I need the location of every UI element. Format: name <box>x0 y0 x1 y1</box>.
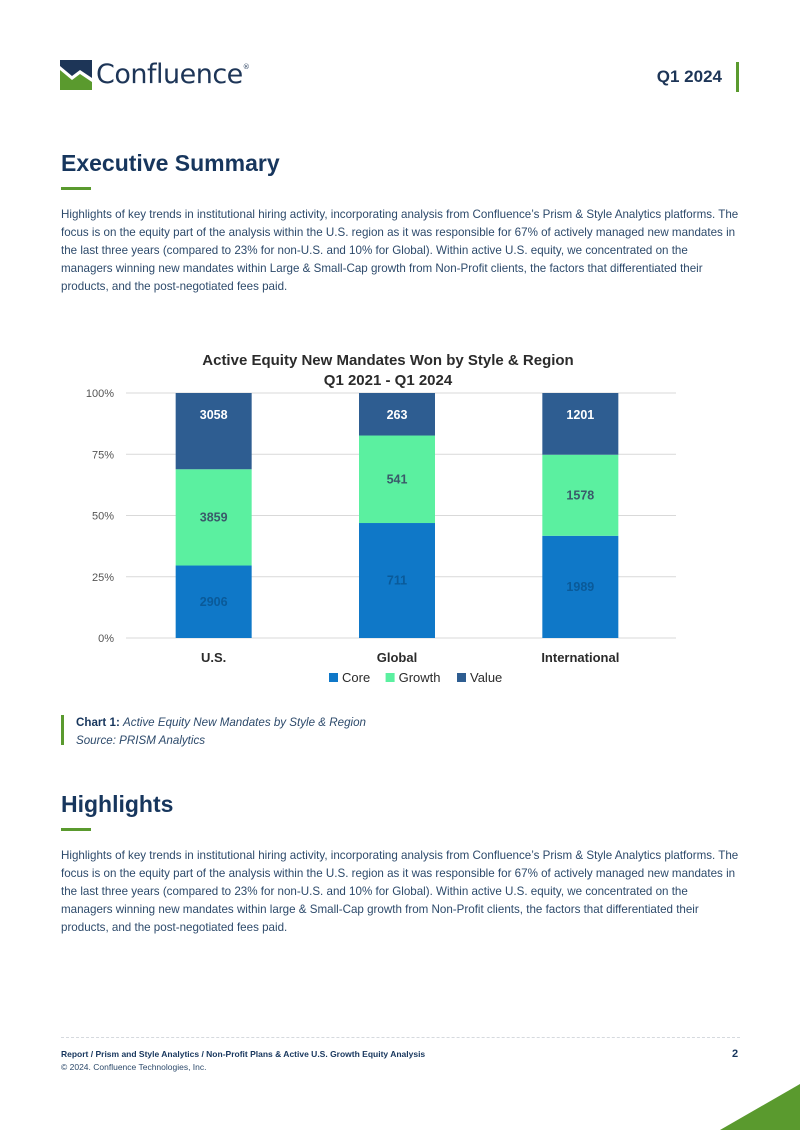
bar-segment-growth <box>359 435 435 524</box>
bar-segment-value <box>542 393 619 455</box>
bar-segment-growth <box>175 469 252 566</box>
summary-paragraph: Highlights of key trends in institutiona… <box>61 208 739 293</box>
footer-copyright: © 2024. Confluence Technologies, Inc. <box>61 1062 207 1072</box>
summary-heading-rule <box>61 187 91 190</box>
logo-mark-icon <box>60 58 92 90</box>
data-label: 3058 <box>200 408 228 422</box>
caption-text: Active Equity New Mandates by Style & Re… <box>123 716 366 729</box>
data-label: 541 <box>387 472 408 486</box>
bar-segment-value <box>175 393 252 470</box>
corner-decoration <box>720 1084 800 1130</box>
y-tick-label: 75% <box>92 449 114 461</box>
y-tick-label: 50% <box>92 511 114 523</box>
data-label: 1201 <box>566 408 594 422</box>
caption-label: Chart 1: <box>76 716 120 729</box>
confluence-logo: Confluence® <box>60 58 250 90</box>
mandates-stacked-bar-chart: Active Equity New Mandates Won by Style … <box>86 352 676 685</box>
legend-label-core: Core <box>342 670 370 685</box>
x-tick-label: U.S. <box>201 650 226 665</box>
highlights-heading-rule <box>61 828 91 831</box>
report-period: Q1 2024 <box>656 67 722 86</box>
bar-segment-core <box>175 565 252 638</box>
bar-segment-core <box>359 523 435 638</box>
x-tick-label: Global <box>377 650 417 665</box>
bar-segment-value <box>359 393 435 436</box>
legend-label-value: Value <box>470 670 502 685</box>
highlights-paragraph: Highlights of key trends in institutiona… <box>61 849 739 934</box>
legend-swatch-value <box>457 673 466 682</box>
y-tick-label: 0% <box>98 633 114 645</box>
legend-swatch-growth <box>385 673 395 682</box>
highlights-heading: Highlights <box>61 791 174 817</box>
bar-segment-growth <box>542 454 619 536</box>
x-tick-label: International <box>541 650 619 665</box>
y-tick-label: 25% <box>92 572 114 584</box>
data-label: 711 <box>387 574 407 588</box>
legend-label-growth: Growth <box>399 670 441 685</box>
summary-heading: Executive Summary <box>61 150 280 176</box>
data-label: 1989 <box>566 580 594 594</box>
legend-swatch-core <box>329 673 338 682</box>
data-label: 1578 <box>566 488 594 502</box>
period-accent-bar <box>736 62 739 92</box>
chart-subtitle: Q1 2021 - Q1 2024 <box>324 372 453 389</box>
chart-title: Active Equity New Mandates Won by Style … <box>202 352 573 369</box>
bar-segment-core <box>542 535 619 638</box>
caption-source: Source: PRISM Analytics <box>76 734 206 747</box>
caption-accent-bar <box>61 715 64 745</box>
data-label: 263 <box>387 408 408 422</box>
page-number: 2 <box>732 1048 739 1060</box>
data-label: 2906 <box>200 595 228 609</box>
data-label: 3859 <box>200 510 228 524</box>
y-tick-label: 100% <box>86 388 114 400</box>
logo-text: Confluence® <box>96 58 250 90</box>
footer-breadcrumb: Report / Prism and Style Analytics / Non… <box>61 1049 426 1059</box>
footer-divider <box>61 1037 740 1038</box>
chart-caption: Chart 1: Active Equity New Mandates by S… <box>76 714 366 750</box>
